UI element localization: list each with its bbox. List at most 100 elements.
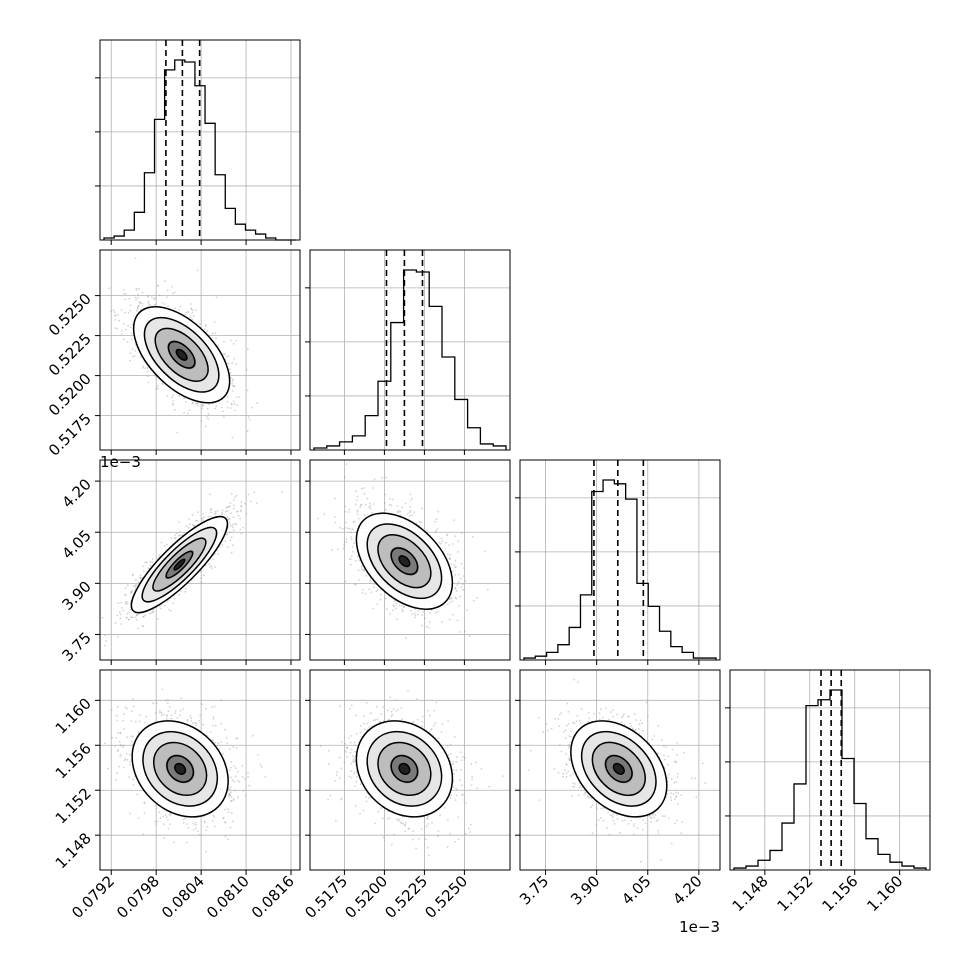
sample-point: [365, 503, 367, 506]
sample-point: [170, 714, 173, 717]
sample-point: [208, 403, 210, 406]
sample-point: [129, 326, 132, 329]
sample-point: [119, 613, 122, 616]
sample-point: [137, 581, 140, 584]
sample-point: [157, 285, 159, 287]
sample-point: [129, 309, 132, 312]
sample-point: [359, 506, 362, 509]
sample-point: [220, 406, 223, 409]
sample-point: [162, 815, 165, 818]
sample-point: [152, 702, 155, 705]
sample-point: [357, 517, 360, 520]
sample-point: [116, 327, 118, 330]
sample-point: [228, 505, 231, 508]
sample-point: [227, 518, 230, 521]
sample-point: [174, 537, 177, 540]
sample-point: [458, 573, 460, 576]
sample-point: [159, 710, 161, 713]
sample-point: [174, 710, 177, 712]
contour-line: [154, 327, 209, 382]
sample-point: [463, 588, 466, 591]
sample-point: [134, 584, 137, 586]
sample-point: [243, 778, 246, 780]
sample-point: [171, 402, 174, 405]
sample-point: [448, 618, 451, 621]
histogram-step: [313, 269, 507, 450]
sample-point: [136, 309, 138, 312]
y-tick-label: 0.5200: [45, 370, 95, 420]
sample-point: [449, 553, 451, 556]
sample-point: [86, 270, 88, 272]
sample-point: [386, 608, 388, 611]
sample-point: [182, 397, 185, 399]
sample-point: [198, 833, 201, 836]
panel-border: [99, 459, 301, 661]
sample-point: [373, 583, 376, 586]
sample-point: [137, 297, 139, 299]
sample-point: [217, 345, 220, 348]
sample-point: [230, 551, 233, 554]
sample-point: [425, 625, 428, 628]
sample-point: [183, 412, 186, 414]
sample-point: [164, 814, 167, 817]
sample-point: [395, 607, 398, 610]
sample-point: [339, 526, 341, 529]
sample-point: [448, 544, 451, 546]
sample-point: [126, 602, 129, 605]
sample-point: [129, 304, 132, 307]
density-layer: [86, 257, 259, 439]
sample-point: [345, 541, 348, 543]
sample-point: [172, 292, 174, 295]
contour-line: [167, 340, 196, 369]
sample-point: [134, 350, 137, 352]
sample-point: [231, 362, 234, 365]
sample-point: [351, 546, 354, 548]
sample-point: [229, 794, 231, 797]
sample-point: [168, 823, 171, 826]
sample-point: [212, 739, 215, 742]
sample-point: [173, 841, 176, 844]
sample-point: [227, 788, 230, 791]
sample-point: [158, 294, 161, 297]
sample-point: [130, 616, 133, 618]
sample-point: [134, 616, 137, 619]
sample-point: [164, 280, 166, 283]
sample-point: [225, 507, 228, 509]
sample-point: [128, 618, 131, 621]
sample-point: [344, 505, 347, 508]
sample-point: [450, 597, 453, 599]
sample-point: [123, 759, 126, 762]
sample-point: [358, 579, 360, 581]
sample-point: [179, 534, 182, 537]
sample-point: [253, 491, 256, 494]
sample-point: [230, 800, 232, 803]
sample-point: [455, 589, 458, 592]
sample-point: [202, 513, 205, 515]
panel-border: [309, 249, 511, 451]
sample-point: [137, 731, 140, 734]
sample-point: [135, 287, 138, 290]
sample-point: [114, 315, 117, 317]
density-layer: [317, 463, 489, 639]
sample-point: [409, 493, 412, 496]
sample-point: [362, 569, 365, 572]
sample-point: [350, 538, 353, 541]
sample-point: [393, 600, 396, 603]
sample-point: [230, 402, 233, 405]
sample-point: [233, 780, 236, 783]
sample-point: [187, 412, 189, 415]
x-tick-label: 1.156: [818, 872, 861, 915]
sample-point: [349, 563, 352, 566]
sample-point: [441, 620, 443, 623]
sample-point: [125, 616, 128, 619]
sample-point: [192, 314, 195, 317]
sample-point: [356, 511, 358, 513]
sample-point: [448, 598, 451, 600]
sample-point: [454, 587, 457, 590]
sample-point: [127, 311, 130, 314]
sample-point: [390, 504, 393, 507]
sample-point: [104, 742, 106, 744]
sample-point: [167, 305, 169, 308]
sample-point: [235, 523, 238, 526]
sample-point: [166, 702, 169, 705]
